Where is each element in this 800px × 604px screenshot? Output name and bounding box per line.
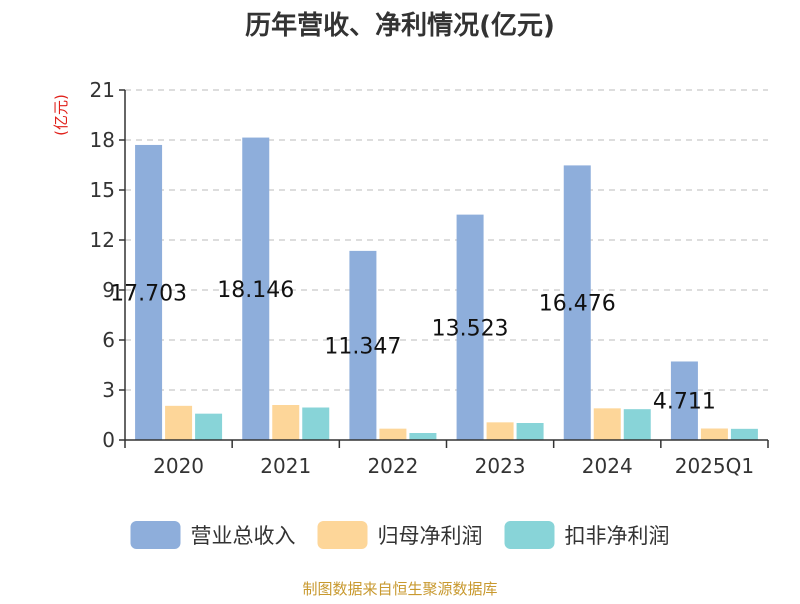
- y-tick-label: 12: [90, 228, 115, 252]
- y-tick-label: 18: [90, 128, 115, 152]
- legend-swatch: [504, 521, 555, 549]
- x-tick-label: 2024: [582, 454, 633, 478]
- legend-label: 扣非净利润: [565, 524, 670, 548]
- bar: [623, 409, 651, 440]
- data-label: 16.476: [539, 292, 616, 317]
- data-label: 18.146: [217, 278, 294, 303]
- bar: [670, 361, 698, 440]
- legend-swatch: [317, 521, 368, 549]
- bar: [379, 428, 407, 440]
- bar: [593, 408, 621, 440]
- legend-swatch: [130, 521, 181, 549]
- bar: [486, 422, 514, 440]
- bar: [302, 407, 330, 440]
- legend: 营业总收入 归母净利润 扣非净利润: [130, 521, 670, 549]
- legend-label: 营业总收入: [191, 524, 296, 548]
- bar: [135, 144, 163, 440]
- axes: 0 3 6 9 12 15 18 21 2020 2021 2022 2023 2024 2025Q1: [90, 78, 769, 478]
- grid-lines: [125, 89, 768, 391]
- bar: [165, 405, 193, 440]
- data-label: 4.711: [653, 390, 716, 415]
- bar: [195, 413, 223, 440]
- x-tick-label: 2023: [475, 454, 526, 478]
- y-axis-label: (亿元): [52, 94, 70, 136]
- x-tick-label: 2025Q1: [675, 454, 754, 478]
- data-label: 11.347: [324, 334, 401, 359]
- bar: [272, 405, 300, 440]
- bar: [456, 214, 484, 440]
- bar: [563, 165, 591, 440]
- y-tick-label: 0: [102, 428, 115, 452]
- data-labels: 17.703 18.146 11.347 13.523 16.476 4.711: [110, 278, 716, 415]
- legend-label: 归母净利润: [378, 524, 483, 548]
- y-tick-label: 9: [102, 278, 115, 302]
- source-note: 制图数据来自恒生聚源数据库: [302, 580, 497, 598]
- bar: [516, 423, 544, 440]
- bar: [242, 137, 270, 441]
- y-tick-label: 3: [102, 378, 115, 402]
- bar: [730, 428, 758, 440]
- y-tick-label: 6: [102, 328, 115, 352]
- y-tick-label: 21: [90, 78, 115, 102]
- data-label: 17.703: [110, 281, 187, 306]
- x-tick-label: 2021: [260, 454, 311, 478]
- bar: [349, 250, 377, 440]
- bars: [135, 137, 758, 441]
- bar: [700, 428, 728, 440]
- x-tick-label: 2020: [153, 454, 204, 478]
- data-label: 13.523: [432, 316, 509, 341]
- y-tick-label: 15: [90, 178, 115, 202]
- bar: [409, 433, 437, 440]
- x-tick-label: 2022: [367, 454, 418, 478]
- chart-title: 历年营收、净利情况(亿元): [245, 10, 555, 41]
